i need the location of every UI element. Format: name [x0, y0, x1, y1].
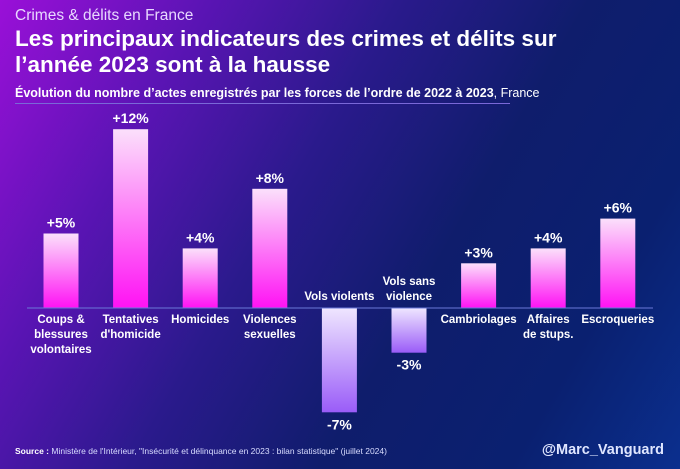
value-label: +3% — [464, 244, 493, 260]
category-label: Violences — [243, 314, 297, 326]
category-label: Coups & — [37, 314, 84, 326]
bar — [321, 308, 357, 413]
category-label: d'homicide — [100, 329, 160, 341]
value-label: +12% — [112, 110, 149, 126]
chart-subtitle: Évolution du nombre d’actes enregistrés … — [15, 86, 540, 100]
bars-group — [43, 129, 636, 413]
category-label: Affaires — [527, 314, 570, 326]
category-label: volontaires — [30, 344, 91, 356]
labels-group: +5% Coups & blessures volontaires +12% Tentat… — [30, 110, 654, 432]
value-label: +6% — [604, 200, 633, 216]
bar — [600, 218, 636, 308]
chart-subtitle-region: , France — [493, 86, 540, 100]
category-label: Cambriolages — [441, 314, 517, 326]
chart-title-line1: Les principaux indicateurs des crimes et… — [15, 26, 557, 51]
source-note: Source : Ministère de l'Intérieur, "Insé… — [15, 446, 387, 456]
author-handle: @Marc_Vanguard — [541, 442, 664, 458]
category-label: de stups. — [523, 329, 573, 341]
value-label: +5% — [47, 215, 76, 231]
chart-kicker: Crimes & délits en France — [15, 7, 194, 24]
category-label: Vols violents — [304, 291, 374, 303]
category-label: Tentatives — [103, 314, 159, 326]
bar — [252, 188, 288, 308]
chart-title: Les principaux indicateurs des crimes et… — [15, 26, 635, 78]
bar — [182, 248, 218, 308]
source-text: Ministère de l'Intérieur, "Insécurité et… — [49, 446, 387, 456]
source-label: Source : — [15, 446, 50, 456]
category-label: Escroqueries — [581, 314, 654, 326]
category-label: sexuelles — [244, 329, 296, 341]
value-label: -3% — [397, 357, 422, 373]
category-label: violence — [386, 291, 432, 303]
bar — [391, 308, 427, 353]
category-label: Vols sans — [383, 276, 436, 288]
category-label: blessures — [34, 329, 88, 341]
value-label: +8% — [256, 170, 285, 186]
value-label: +4% — [534, 229, 563, 245]
bar — [43, 233, 79, 308]
bar — [461, 263, 497, 308]
chart-subtitle-main: Évolution du nombre d’actes enregistrés … — [15, 86, 494, 100]
category-label: Homicides — [171, 314, 229, 326]
bar — [113, 129, 149, 308]
value-label: +4% — [186, 229, 215, 245]
bar — [530, 248, 566, 308]
value-label: -7% — [327, 416, 352, 432]
chart-title-line2: l’année 2023 sont à la hausse — [15, 52, 331, 77]
subtitle-divider — [15, 103, 510, 104]
